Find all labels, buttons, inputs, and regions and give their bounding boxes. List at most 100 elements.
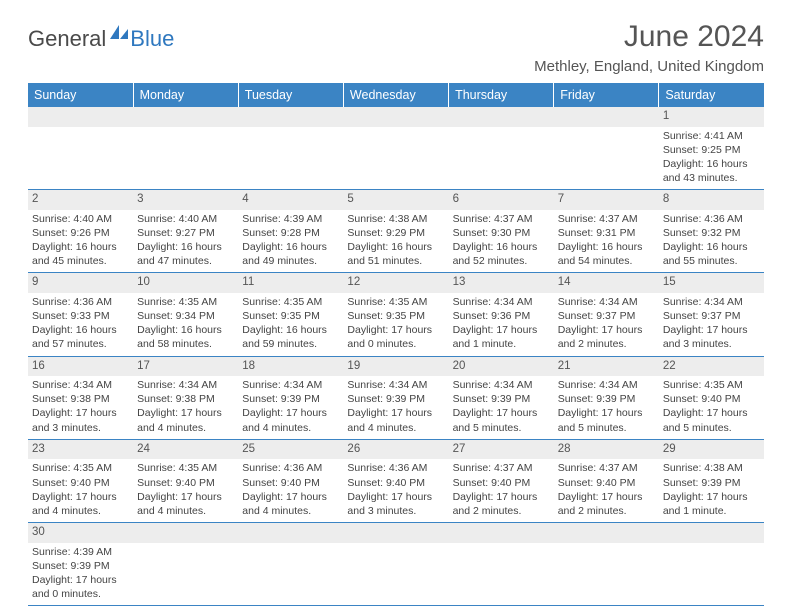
day-cell <box>659 543 764 606</box>
weekday-header: Tuesday <box>238 83 343 107</box>
day-line: Daylight: 17 hours and 4 minutes. <box>347 406 444 434</box>
day-number: 15 <box>659 273 764 293</box>
day-cell <box>238 543 343 606</box>
day-cell <box>133 543 238 606</box>
day-line: Daylight: 17 hours and 0 minutes. <box>347 323 444 351</box>
day-line: Sunrise: 4:35 AM <box>347 295 444 309</box>
day-number: 3 <box>133 190 238 210</box>
day-line: Sunset: 9:39 PM <box>32 559 129 573</box>
day-line: Daylight: 17 hours and 5 minutes. <box>453 406 550 434</box>
logo: General Blue <box>28 26 174 52</box>
day-line: Sunset: 9:40 PM <box>32 476 129 490</box>
day-line: Daylight: 17 hours and 2 minutes. <box>558 490 655 518</box>
day-cell: Sunrise: 4:34 AMSunset: 9:39 PMDaylight:… <box>238 376 343 439</box>
day-line: Sunrise: 4:40 AM <box>137 212 234 226</box>
day-line: Daylight: 17 hours and 1 minute. <box>453 323 550 351</box>
day-line: Sunset: 9:37 PM <box>663 309 760 323</box>
daynum-row: 2345678 <box>28 190 764 210</box>
day-cell: Sunrise: 4:37 AMSunset: 9:40 PMDaylight:… <box>554 459 659 522</box>
day-line: Daylight: 17 hours and 2 minutes. <box>453 490 550 518</box>
daynum-row: 9101112131415 <box>28 273 764 293</box>
day-line: Sunrise: 4:40 AM <box>32 212 129 226</box>
day-line: Sunset: 9:30 PM <box>453 226 550 240</box>
day-number: 2 <box>28 190 133 210</box>
day-number: 10 <box>133 273 238 293</box>
day-line: Sunrise: 4:37 AM <box>558 212 655 226</box>
day-line: Sunrise: 4:34 AM <box>137 378 234 392</box>
day-number <box>554 107 659 127</box>
day-cell: Sunrise: 4:36 AMSunset: 9:40 PMDaylight:… <box>343 459 448 522</box>
title-block: June 2024 Methley, England, United Kingd… <box>534 20 764 75</box>
day-line: Sunrise: 4:39 AM <box>32 545 129 559</box>
day-cell: Sunrise: 4:35 AMSunset: 9:40 PMDaylight:… <box>28 459 133 522</box>
day-line: Daylight: 17 hours and 4 minutes. <box>242 406 339 434</box>
day-number <box>659 523 764 543</box>
day-cell: Sunrise: 4:37 AMSunset: 9:40 PMDaylight:… <box>449 459 554 522</box>
day-line: Daylight: 17 hours and 3 minutes. <box>347 490 444 518</box>
logo-text-blue: Blue <box>130 26 174 52</box>
weekday-header-row: Sunday Monday Tuesday Wednesday Thursday… <box>28 83 764 107</box>
day-number: 18 <box>238 356 343 376</box>
day-line: Sunrise: 4:35 AM <box>137 461 234 475</box>
day-line: Sunrise: 4:34 AM <box>32 378 129 392</box>
day-line: Daylight: 16 hours and 58 minutes. <box>137 323 234 351</box>
day-line: Sunrise: 4:34 AM <box>453 295 550 309</box>
day-line: Sunrise: 4:35 AM <box>137 295 234 309</box>
day-number <box>28 107 133 127</box>
day-number <box>449 107 554 127</box>
day-line: Sunrise: 4:36 AM <box>663 212 760 226</box>
day-cell <box>28 127 133 190</box>
day-cell: Sunrise: 4:34 AMSunset: 9:38 PMDaylight:… <box>28 376 133 439</box>
day-number: 11 <box>238 273 343 293</box>
day-cell: Sunrise: 4:34 AMSunset: 9:39 PMDaylight:… <box>449 376 554 439</box>
day-number: 8 <box>659 190 764 210</box>
day-cell: Sunrise: 4:34 AMSunset: 9:39 PMDaylight:… <box>343 376 448 439</box>
day-line: Sunrise: 4:39 AM <box>242 212 339 226</box>
day-line: Daylight: 17 hours and 5 minutes. <box>663 406 760 434</box>
day-line: Sunset: 9:31 PM <box>558 226 655 240</box>
day-line: Sunrise: 4:35 AM <box>32 461 129 475</box>
day-number: 28 <box>554 439 659 459</box>
day-line: Daylight: 17 hours and 4 minutes. <box>242 490 339 518</box>
day-number: 21 <box>554 356 659 376</box>
day-cell: Sunrise: 4:39 AMSunset: 9:28 PMDaylight:… <box>238 210 343 273</box>
day-number: 19 <box>343 356 448 376</box>
day-line: Daylight: 16 hours and 51 minutes. <box>347 240 444 268</box>
weekday-header: Saturday <box>659 83 764 107</box>
day-number: 16 <box>28 356 133 376</box>
day-line: Sunrise: 4:37 AM <box>453 212 550 226</box>
header: General Blue June 2024 Methley, England,… <box>28 20 764 75</box>
day-line: Sunset: 9:29 PM <box>347 226 444 240</box>
day-number: 26 <box>343 439 448 459</box>
day-line: Daylight: 17 hours and 0 minutes. <box>32 573 129 601</box>
day-line: Sunrise: 4:38 AM <box>347 212 444 226</box>
day-cell: Sunrise: 4:41 AMSunset: 9:25 PMDaylight:… <box>659 127 764 190</box>
day-line: Sunrise: 4:38 AM <box>663 461 760 475</box>
day-line: Daylight: 16 hours and 57 minutes. <box>32 323 129 351</box>
day-cell: Sunrise: 4:35 AMSunset: 9:35 PMDaylight:… <box>343 293 448 356</box>
day-number: 5 <box>343 190 448 210</box>
day-line: Sunrise: 4:34 AM <box>558 295 655 309</box>
day-number <box>238 523 343 543</box>
day-number: 12 <box>343 273 448 293</box>
day-cell <box>554 127 659 190</box>
day-line: Sunrise: 4:37 AM <box>558 461 655 475</box>
day-line: Sunrise: 4:34 AM <box>453 378 550 392</box>
day-line: Sunrise: 4:35 AM <box>242 295 339 309</box>
day-line: Sunset: 9:40 PM <box>347 476 444 490</box>
day-cell: Sunrise: 4:34 AMSunset: 9:37 PMDaylight:… <box>659 293 764 356</box>
day-cell <box>343 543 448 606</box>
day-line: Daylight: 17 hours and 4 minutes. <box>32 490 129 518</box>
day-cell: Sunrise: 4:35 AMSunset: 9:40 PMDaylight:… <box>659 376 764 439</box>
day-line: Daylight: 17 hours and 3 minutes. <box>32 406 129 434</box>
day-number: 7 <box>554 190 659 210</box>
day-number: 22 <box>659 356 764 376</box>
day-cell <box>554 543 659 606</box>
day-number: 23 <box>28 439 133 459</box>
day-cell: Sunrise: 4:34 AMSunset: 9:39 PMDaylight:… <box>554 376 659 439</box>
day-number: 30 <box>28 523 133 543</box>
day-number: 29 <box>659 439 764 459</box>
day-line: Sunset: 9:40 PM <box>242 476 339 490</box>
day-cell <box>343 127 448 190</box>
month-title: June 2024 <box>534 20 764 54</box>
